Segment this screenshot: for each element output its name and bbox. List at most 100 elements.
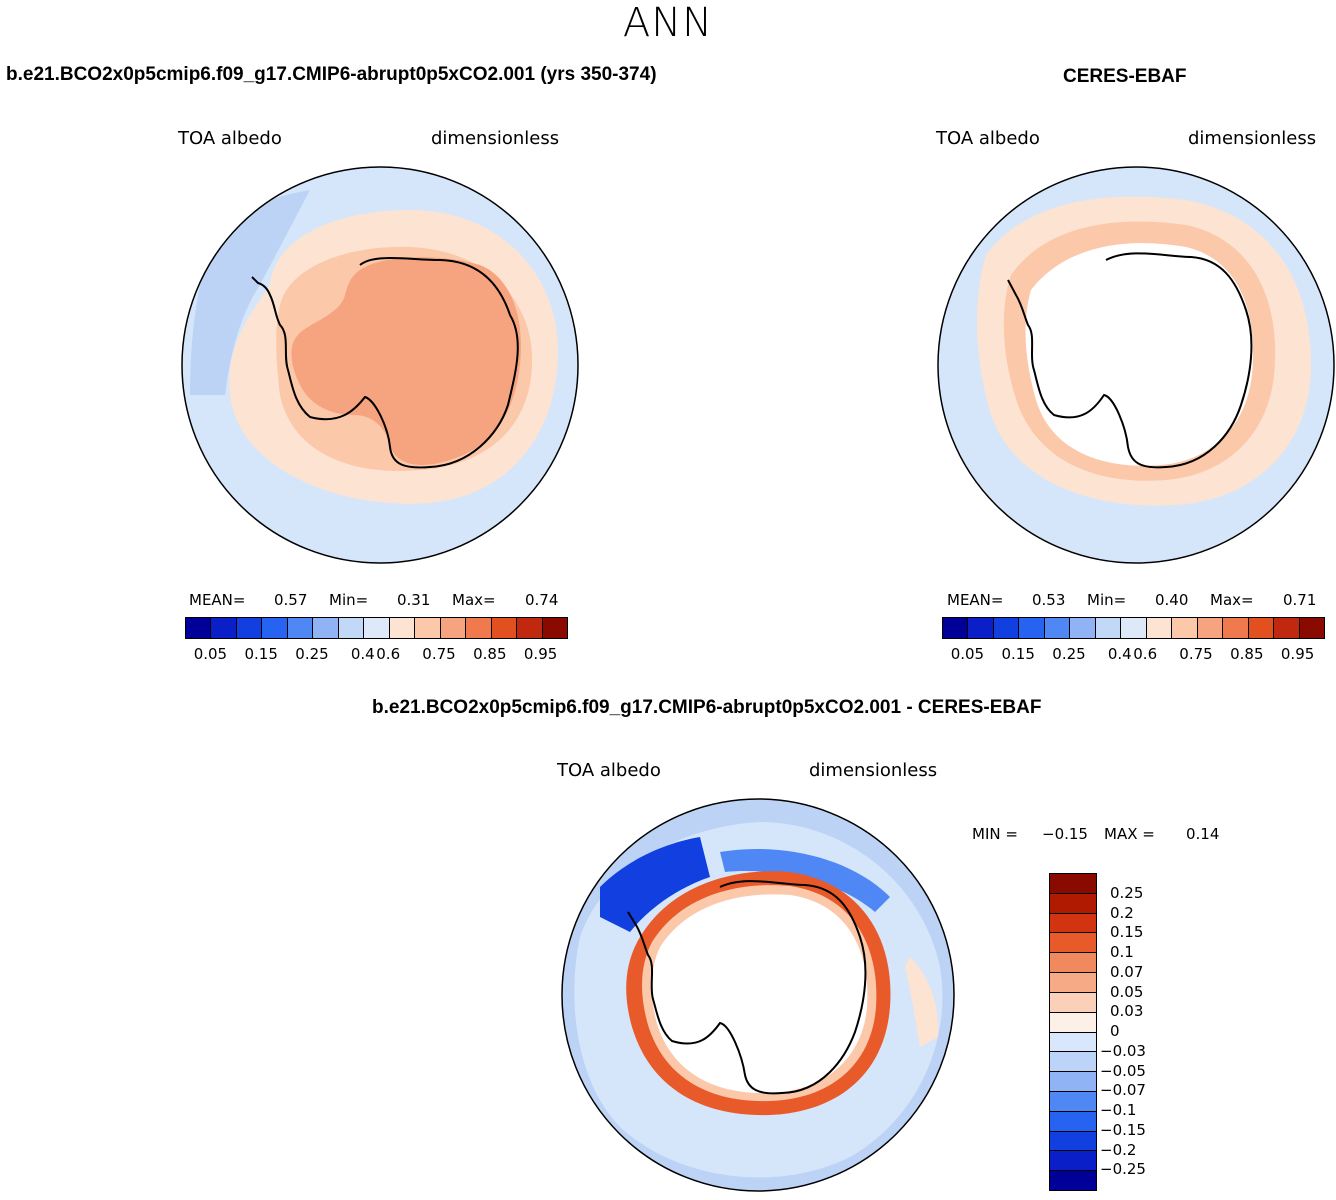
right-mean-value: 0.53 (1032, 591, 1066, 609)
colorbar-box-2 (236, 618, 263, 638)
colorbar-tick-label: 0.75 (422, 645, 456, 663)
colorbar-tick-label: 0.05 (193, 645, 228, 663)
left-max-label: Max= (452, 591, 496, 609)
antarctica-coastline (251, 257, 519, 469)
missing-data-area (651, 894, 868, 1094)
diff-colorbar-labels: 0.25 0.2 0.15 0.1 0.07 0.05 0.03 0 −0.03 −0.05 −0.… (1100, 873, 1180, 1189)
colorbar-box-11 (1223, 618, 1249, 638)
diff-colorbar-label: 0.05 (1110, 982, 1144, 1001)
diff-colorbar-box-2 (1050, 913, 1096, 934)
negative-anomaly-region (600, 837, 710, 932)
diff-min-label: MIN = (972, 825, 1018, 843)
colorbar-tick-label: 0.75 (1179, 645, 1213, 663)
colorbar-box-7 (364, 618, 390, 638)
diff-colorbar (1049, 873, 1097, 1191)
panel-left-var-label: TOA albedo (178, 128, 282, 149)
colorbar-box-4 (1044, 618, 1071, 638)
map-border (561, 798, 955, 1192)
left-mean-label: MEAN= (189, 591, 246, 609)
positive-anomaly-patch (905, 957, 939, 1047)
difference-polar-map (561, 798, 955, 1192)
antarctica-coastline (1007, 252, 1253, 469)
panel-diff-units: dimensionless (809, 760, 938, 781)
colorbar-box-6 (338, 618, 365, 638)
panel-diff-var-label: TOA albedo (557, 760, 661, 781)
antarctica-coastline (627, 880, 867, 1095)
colorbar-tick-label: 0.85 (473, 645, 507, 663)
colorbar-box-11 (466, 618, 492, 638)
colorbar-tick-label: 0.15 (1001, 645, 1035, 663)
colorbar-box-9 (415, 618, 441, 638)
colorbar-tick-label: 0.4 (350, 645, 375, 663)
colorbar-box-13 (517, 618, 543, 638)
colorbar-box-7 (1121, 618, 1147, 638)
left-min-value: 0.31 (397, 591, 431, 609)
colorbar-box-0 (943, 618, 969, 638)
colorbar-tick-label: 0.85 (1230, 645, 1264, 663)
diff-stats: MIN = −0.15 MAX = 0.14 (972, 825, 1219, 843)
diff-colorbar-label: −0.1 (1100, 1101, 1137, 1119)
diff-colorbar-box-13 (1050, 1131, 1096, 1152)
diff-colorbar-label: −0.03 (1100, 1041, 1146, 1060)
diff-colorbar-label: 0 (1110, 1022, 1120, 1040)
right-mean-label: MEAN= (947, 591, 1004, 609)
colorbar-box-0 (186, 618, 212, 638)
diff-colorbar-box-11 (1050, 1091, 1096, 1112)
colorbar-box-1 (211, 618, 237, 638)
colorbar-box-14 (542, 618, 568, 638)
diff-colorbar-box-7 (1050, 1012, 1096, 1033)
diff-colorbar-box-6 (1050, 992, 1096, 1013)
colorbar-tick-label: 0.4 (1107, 645, 1132, 663)
diff-colorbar-box-3 (1050, 933, 1096, 954)
panel-right-title: CERES-EBAF (1063, 66, 1187, 87)
right-max-label: Max= (1210, 591, 1254, 609)
season-title: ANN (622, 0, 714, 46)
diff-colorbar-box-12 (1050, 1111, 1096, 1132)
colorbar-box-12 (1248, 618, 1275, 638)
diff-colorbar-box-14 (1050, 1151, 1096, 1172)
colorbar-box-12 (491, 618, 518, 638)
colorbar-box-9 (1172, 618, 1198, 638)
missing-data-area (1025, 243, 1254, 466)
diff-colorbar-label: −0.07 (1100, 1081, 1146, 1100)
diff-colorbar-label: 0.07 (1110, 962, 1144, 981)
diff-colorbar-label: 0.1 (1110, 943, 1134, 961)
colorbar-box-5 (1070, 618, 1096, 638)
diff-colorbar-label: −0.25 (1100, 1160, 1146, 1179)
colorbar-box-13 (1274, 618, 1300, 638)
colorbar-tick-label: 0.95 (523, 645, 558, 663)
diff-colorbar-box-10 (1050, 1072, 1096, 1092)
diff-colorbar-box-0 (1050, 874, 1096, 894)
right-colorbar-ticks: 0.05 0.15 0.25 0.4 0.6 0.75 0.85 0.95 (942, 645, 1323, 665)
diff-colorbar-box-9 (1050, 1052, 1096, 1073)
right-min-label: Min= (1087, 591, 1127, 609)
colorbar-tick-label: 0.25 (1052, 645, 1086, 663)
panel-right-units: dimensionless (1188, 128, 1317, 149)
diff-colorbar-label: 0.2 (1110, 903, 1134, 922)
colorbar-box-6 (1095, 618, 1122, 638)
diff-colorbar-label: 0.03 (1110, 1002, 1144, 1021)
colorbar-box-14 (1299, 618, 1325, 638)
diff-colorbar-label: −0.15 (1100, 1120, 1146, 1139)
colorbar-box-5 (313, 618, 339, 638)
colorbar-box-10 (440, 618, 467, 638)
colorbar-box-10 (1197, 618, 1224, 638)
colorbar-box-3 (1019, 618, 1045, 638)
diff-colorbar-label: −0.05 (1100, 1061, 1146, 1080)
diff-min-value: −0.15 (1042, 825, 1088, 843)
colorbar-tick-label: 0.25 (295, 645, 329, 663)
left-colorbar-ticks: 0.05 0.15 0.25 0.4 0.6 0.75 0.85 0.95 (185, 645, 566, 665)
colorbar-box-8 (1146, 618, 1173, 638)
diff-max-label: MAX = (1104, 825, 1155, 843)
diff-colorbar-box-5 (1050, 973, 1096, 993)
colorbar-tick-label: 0.6 (376, 645, 401, 663)
right-stats: MEAN= 0.53 Min= 0.40 Max= 0.71 (947, 591, 1316, 609)
diff-colorbar-label: −0.2 (1100, 1140, 1137, 1159)
colorbar-tick-label: 0.6 (1133, 645, 1158, 663)
ceres-polar-map (937, 166, 1335, 564)
left-min-label: Min= (329, 591, 369, 609)
panel-left-units: dimensionless (431, 128, 560, 149)
panel-diff-title: b.e21.BCO2x0p5cmip6.f09_g17.CMIP6-abrupt… (372, 697, 1042, 718)
colorbar-box-2 (993, 618, 1020, 638)
left-mean-value: 0.57 (274, 591, 308, 609)
